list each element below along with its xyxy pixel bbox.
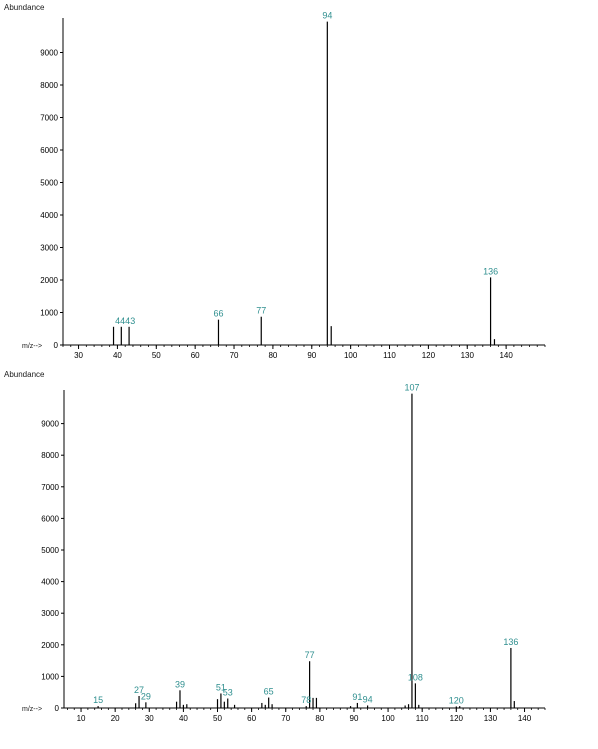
peak-label: 91: [352, 692, 362, 702]
y-tick-label: 3000: [41, 609, 59, 618]
peak-label: 77: [305, 650, 315, 660]
peak-label: 65: [264, 687, 274, 697]
y-tick-label: 9000: [40, 49, 58, 58]
x-tick-label: 100: [381, 714, 395, 723]
y-tick-label: 5000: [41, 546, 59, 555]
peak-label: 4443: [115, 316, 135, 326]
peak-label: 77: [256, 306, 266, 316]
x-tick-label: 70: [230, 351, 239, 360]
y-tick-label: 8000: [40, 81, 58, 90]
y-tick-label: 2000: [41, 641, 59, 650]
y-tick-label: 1000: [41, 672, 59, 681]
x-tick-label: 90: [307, 351, 316, 360]
peak-label: 29: [141, 691, 151, 701]
y-tick-label: 0: [54, 341, 59, 350]
x-tick-label: 30: [74, 351, 83, 360]
x-tick-label: 120: [450, 714, 464, 723]
y-axis-label: Abundance: [4, 3, 45, 12]
y-tick-label: 8000: [41, 451, 59, 460]
x-tick-label: 110: [416, 714, 429, 723]
spectrum-chart-top: Abundance 0 1000 2000 3000 4000 5000 6000 7000 80…: [4, 3, 546, 360]
peak-label: 15: [93, 695, 103, 705]
x-tick-label: 10: [77, 714, 86, 723]
x-axis-label: m/z-->: [22, 343, 42, 350]
y-tick-label: 6000: [41, 514, 59, 523]
y-tick-label: 7000: [41, 483, 59, 492]
y-tick-label: 1000: [40, 309, 58, 318]
x-tick-label: 140: [518, 714, 532, 723]
peak-label: 136: [483, 266, 498, 276]
x-tick-label: 90: [350, 714, 359, 723]
x-tick-label: 40: [113, 351, 122, 360]
x-tick-label: 110: [383, 351, 396, 360]
x-tick-label: 100: [344, 351, 358, 360]
x-tick-label: 130: [484, 714, 498, 723]
peak-label: 136: [503, 637, 518, 647]
peak-label: 51: [216, 682, 226, 692]
x-tick-label: 70: [281, 714, 290, 723]
peak-label: 107: [404, 383, 419, 393]
y-tick-label: 9000: [41, 420, 59, 429]
x-tick-label: 20: [111, 714, 120, 723]
x-tick-label: 60: [247, 714, 256, 723]
peak-label: 94: [363, 694, 373, 704]
x-tick-label: 40: [179, 714, 188, 723]
peak-label: 27: [134, 685, 144, 695]
y-axis-label: Abundance: [4, 370, 45, 379]
peak-label: 94: [322, 11, 332, 21]
x-tick-label: 130: [461, 351, 475, 360]
x-tick-label: 50: [213, 714, 222, 723]
y-tick-label: 7000: [40, 114, 58, 123]
y-tick-label: 4000: [41, 578, 59, 587]
peak-label: 53: [223, 688, 233, 698]
x-tick-label: 60: [191, 351, 200, 360]
x-tick-label: 30: [145, 714, 154, 723]
x-tick-label: 140: [499, 351, 513, 360]
y-tick-label: 0: [55, 704, 60, 713]
peak-label: 108: [408, 672, 423, 682]
x-axis-label: m/z-->: [22, 706, 42, 713]
y-tick-label: 5000: [40, 179, 58, 188]
x-tick-label: 80: [315, 714, 324, 723]
y-tick-label: 2000: [40, 276, 58, 285]
peak-label: 66: [213, 309, 223, 319]
x-tick-label: 80: [268, 351, 277, 360]
y-tick-label: 3000: [40, 244, 58, 253]
spectrum-chart-bottom: Abundance 0 1000 2000 3000 4000 5000 6000 7000 80…: [4, 370, 546, 723]
y-tick-label: 4000: [40, 211, 58, 220]
peak-label: 39: [175, 679, 185, 689]
peak-label: 120: [449, 695, 464, 705]
x-tick-label: 50: [152, 351, 161, 360]
x-tick-label: 120: [422, 351, 436, 360]
y-tick-label: 6000: [40, 146, 58, 155]
peak-label: 78: [301, 695, 311, 705]
